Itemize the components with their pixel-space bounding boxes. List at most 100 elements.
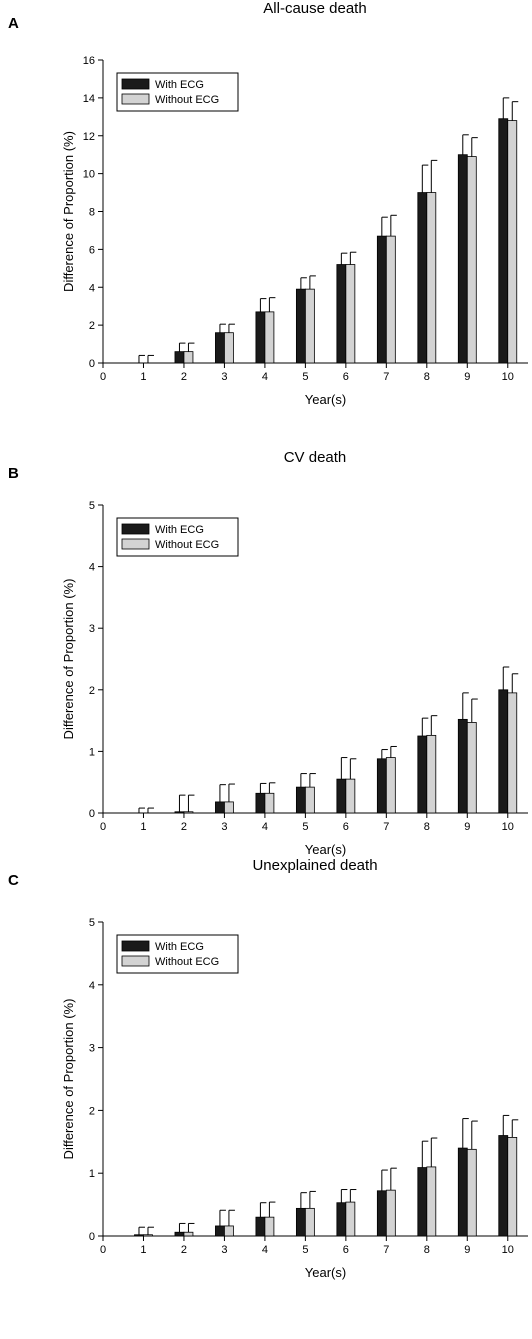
x-tick-label: 2 — [181, 1244, 187, 1256]
x-tick-label: 10 — [502, 821, 514, 833]
legend-swatch-with-ecg — [121, 940, 150, 952]
bar-without-ecg — [224, 1225, 234, 1237]
x-tick-label: 3 — [221, 371, 227, 383]
y-tick-label: 1 — [89, 746, 95, 758]
y-tick-label: 1 — [89, 1168, 95, 1180]
y-tick-label: 2 — [89, 1105, 95, 1117]
y-tick-label: 4 — [89, 282, 95, 294]
bar-without-ecg — [183, 811, 194, 814]
y-tick-label: 0 — [89, 808, 95, 820]
bar-with-ecg — [295, 786, 306, 814]
bar-with-ecg — [376, 758, 387, 814]
bar-without-ecg — [304, 1207, 315, 1237]
x-tick-label: 9 — [464, 821, 470, 833]
bar-with-ecg — [376, 1190, 387, 1237]
bar-with-ecg — [215, 332, 225, 364]
bar-without-ecg — [304, 288, 315, 364]
y-tick-label: 10 — [83, 169, 95, 181]
y-tick-label: 16 — [83, 55, 95, 67]
bar-without-ecg — [385, 757, 396, 814]
x-tick-label: 4 — [262, 1244, 268, 1256]
x-tick-label: 4 — [262, 821, 268, 833]
y-tick-label: 2 — [89, 320, 95, 332]
bar-without-ecg — [345, 778, 356, 814]
x-tick-label: 5 — [302, 1244, 308, 1256]
panel-letter: A — [8, 15, 19, 32]
bar-without-ecg — [264, 1216, 275, 1237]
bar-with-ecg — [417, 1167, 428, 1237]
legend-swatch-with-ecg — [121, 523, 150, 535]
legend-swatch-without-ecg — [121, 538, 150, 550]
bar-without-ecg — [507, 120, 518, 364]
x-tick-label: 7 — [383, 371, 389, 383]
x-tick-label: 4 — [262, 371, 268, 383]
y-tick-label: 6 — [89, 244, 95, 256]
x-tick-label: 2 — [181, 371, 187, 383]
y-tick-label: 3 — [89, 1043, 95, 1055]
bar-with-ecg — [336, 778, 347, 814]
bar-with-ecg — [336, 264, 347, 364]
bar-without-ecg — [426, 192, 437, 364]
bar-with-ecg — [498, 1135, 509, 1237]
bar-with-ecg — [498, 118, 509, 364]
bar-without-ecg — [224, 332, 234, 364]
y-tick-label: 4 — [89, 562, 95, 574]
bar-with-ecg — [295, 288, 306, 364]
y-tick-label: 0 — [89, 1231, 95, 1243]
x-tick-label: 9 — [464, 1244, 470, 1256]
bar-without-ecg — [385, 1189, 396, 1237]
x-tick-label: 8 — [424, 821, 430, 833]
bar-with-ecg — [174, 1231, 185, 1237]
x-axis-label: Year(s) — [305, 1265, 346, 1280]
bar-without-ecg — [385, 235, 396, 364]
x-tick-label: 1 — [140, 1244, 146, 1256]
bar-without-ecg — [426, 734, 437, 814]
bar-with-ecg — [215, 801, 225, 814]
y-tick-label: 4 — [89, 980, 95, 992]
panel-b: B CV death 0 1 2 3 4 5 0 1 2 3 4 5 6 7 8 9 10 Year(s) Differ… — [8, 449, 528, 857]
bar-without-ecg — [304, 786, 315, 814]
bar-without-ecg — [183, 1231, 194, 1237]
bar-with-ecg — [498, 689, 509, 814]
bar-with-ecg — [417, 192, 428, 364]
legend-swatch-without-ecg — [121, 955, 150, 967]
x-tick-label: 3 — [221, 821, 227, 833]
legend-label: With ECG — [155, 524, 204, 536]
x-tick-label: 7 — [383, 1244, 389, 1256]
y-axis-label: Difference of Proportion (%) — [61, 579, 76, 740]
x-tick-label: 0 — [100, 1244, 106, 1256]
x-tick-label: 5 — [302, 821, 308, 833]
x-tick-label: 10 — [502, 371, 514, 383]
legend-swatch-with-ecg — [121, 78, 150, 90]
y-tick-label: 12 — [83, 131, 95, 143]
bar-without-ecg — [345, 1201, 356, 1237]
bar-with-ecg — [417, 735, 428, 814]
x-tick-label: 1 — [140, 821, 146, 833]
bar-with-ecg — [134, 1234, 144, 1237]
legend-label: With ECG — [155, 941, 204, 953]
x-tick-label: 2 — [181, 821, 187, 833]
panel-c: C Unexplained death 0 1 2 3 4 5 0 1 2 3 4 5 6 7 8 9 10 Year… — [8, 857, 528, 1280]
y-tick-label: 5 — [89, 500, 95, 512]
chart-title: CV death — [284, 449, 347, 466]
bar-without-ecg — [345, 264, 356, 364]
chart-title: Unexplained death — [252, 857, 377, 874]
x-tick-label: 10 — [502, 1244, 514, 1256]
bar-with-ecg — [215, 1225, 225, 1237]
y-axis-label: Difference of Proportion (%) — [61, 999, 76, 1160]
bar-with-ecg — [457, 154, 468, 364]
bar-without-ecg — [466, 722, 477, 814]
x-axis-label: Year(s) — [305, 842, 346, 857]
bar-without-ecg — [426, 1166, 437, 1237]
chart-title: All-cause death — [263, 0, 366, 17]
legend-label: Without ECG — [155, 94, 219, 106]
bar-without-ecg — [466, 156, 477, 364]
x-tick-label: 0 — [100, 371, 106, 383]
x-axis-label: Year(s) — [305, 392, 346, 407]
y-tick-label: 0 — [89, 358, 95, 370]
x-tick-label: 9 — [464, 371, 470, 383]
x-tick-label: 6 — [343, 1244, 349, 1256]
x-tick-label: 1 — [140, 371, 146, 383]
legend-label: Without ECG — [155, 539, 219, 551]
